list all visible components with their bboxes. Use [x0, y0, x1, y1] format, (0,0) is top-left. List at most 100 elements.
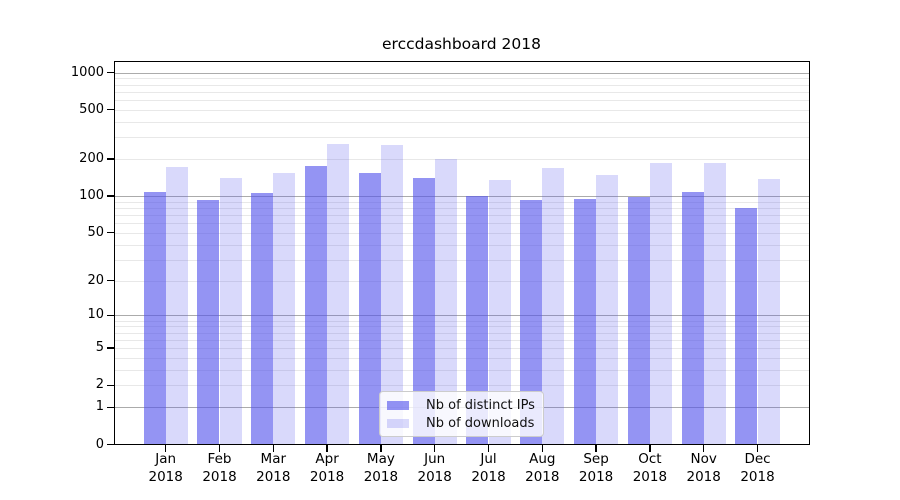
gridline-y-90: [113, 201, 810, 203]
legend-swatch-downloads: [387, 419, 409, 428]
y-tick-label-50: 50: [87, 224, 104, 240]
y-tick-label-1000: 1000: [70, 64, 104, 80]
x-tick-label-may: May 2018: [363, 451, 399, 485]
legend-label-downloads: Nb of downloads: [426, 416, 535, 431]
gridline-y-40: [113, 244, 810, 246]
gridline-y-300: [113, 137, 810, 139]
y-tick-label-0: 0: [95, 436, 104, 452]
gridline-y-100: [113, 196, 810, 197]
gridline-y-80: [113, 207, 810, 209]
legend: Nb of distinct IPs Nb of downloads: [379, 391, 544, 437]
x-tick-label-feb: Feb 2018: [202, 451, 237, 485]
gridline-y-50: [113, 232, 810, 234]
bar-downloads-may: [380, 144, 404, 445]
x-tick-mark-may: [380, 444, 382, 452]
x-tick-mark-apr: [326, 444, 328, 452]
y-tick-mark-200: [106, 158, 114, 160]
y-tick-mark-1: [106, 406, 114, 408]
gridline-y-8: [113, 326, 810, 328]
x-tick-label-sep: Sep 2018: [578, 451, 614, 485]
y-tick-label-500: 500: [79, 101, 104, 117]
x-tick-mark-aug: [541, 444, 543, 452]
gridline-y-800: [113, 84, 810, 86]
y-tick-mark-500: [106, 109, 114, 111]
gridline-y-500: [113, 109, 810, 111]
y-tick-label-1: 1: [95, 399, 104, 415]
y-tick-mark-20: [106, 279, 114, 282]
bar-downloads-mar: [273, 172, 296, 445]
bar-distinct-ips-jan: [143, 191, 166, 445]
bar-downloads-oct: [649, 162, 673, 445]
y-tick-label-2: 2: [95, 377, 104, 393]
x-tick-mark-jan: [165, 444, 167, 452]
gridline-y-10: [113, 315, 810, 317]
bar-downloads-apr: [327, 143, 350, 445]
bar-distinct-ips-nov: [681, 192, 704, 445]
bar-downloads-dec: [757, 178, 780, 445]
legend-label-distinct-ips: Nb of distinct IPs: [426, 398, 535, 413]
y-tick-mark-50: [106, 232, 114, 234]
y-tick-label-100: 100: [79, 188, 104, 203]
x-tick-mark-dec: [756, 444, 759, 452]
x-tick-label-oct: Oct 2018: [632, 451, 668, 485]
y-tick-mark-1000: [106, 71, 114, 74]
gridlines-layer: [113, 61, 810, 445]
x-tick-label-jan: Jan 2018: [148, 451, 183, 485]
x-tick-mark-mar: [272, 444, 274, 452]
bar-distinct-ips-mar: [251, 193, 274, 445]
y-tick-mark-5: [106, 347, 114, 349]
x-tick-mark-jun: [434, 444, 436, 452]
gridline-y-9: [113, 320, 810, 322]
x-tick-label-dec: Dec 2018: [740, 451, 775, 485]
x-tick-label-nov: Nov 2018: [686, 451, 721, 485]
bar-downloads-aug: [542, 167, 565, 445]
bar-distinct-ips-oct: [627, 197, 650, 445]
x-tick-label-jul: Jul 2018: [471, 451, 506, 485]
gridline-y-60: [113, 223, 810, 225]
bars-layer: [114, 61, 811, 445]
x-tick-mark-nov: [703, 444, 705, 452]
y-tick-label-20: 20: [87, 272, 104, 288]
bar-distinct-ips-aug: [520, 200, 543, 445]
legend-row-downloads: Nb of downloads: [387, 415, 535, 432]
bar-distinct-ips-jul: [466, 196, 489, 445]
y-tick-label-10: 10: [87, 307, 104, 323]
gridline-y-900: [113, 78, 810, 80]
gridline-y-6: [113, 339, 810, 341]
bar-downloads-jun: [434, 158, 457, 445]
gridline-y-70: [113, 215, 810, 216]
bar-distinct-ips-apr: [304, 166, 328, 445]
y-tick-mark-10: [106, 314, 114, 317]
bar-distinct-ips-jun: [412, 178, 435, 445]
x-tick-mark-oct: [649, 444, 651, 452]
y-tick-mark-2: [106, 384, 114, 386]
x-tick-mark-jul: [487, 444, 490, 452]
gridline-y-20: [113, 280, 810, 282]
gridline-y-700: [113, 91, 810, 93]
bar-distinct-ips-may: [358, 172, 381, 445]
y-tick-label-5: 5: [95, 340, 104, 355]
gridline-y-3: [113, 369, 810, 371]
x-tick-label-mar: Mar 2018: [256, 451, 291, 485]
bar-distinct-ips-sep: [573, 199, 597, 445]
y-tick-mark-0: [106, 443, 114, 446]
gridline-y-200: [113, 158, 810, 160]
bar-distinct-ips-feb: [197, 199, 220, 445]
x-tick-label-apr: Apr 2018: [309, 451, 345, 485]
bar-distinct-ips-dec: [735, 207, 758, 445]
bar-downloads-feb: [219, 177, 242, 445]
gridline-y-7: [113, 332, 810, 334]
gridline-y-600: [113, 100, 810, 101]
gridline-y-4: [113, 357, 810, 359]
chart-title: erccdashboard 2018: [382, 35, 541, 53]
gridline-y-2: [113, 385, 810, 387]
x-tick-label-jun: Jun 2018: [417, 451, 452, 485]
y-tick-label-200: 200: [79, 150, 104, 166]
y-tick-mark-100: [106, 195, 114, 197]
legend-swatch-distinct-ips: [387, 401, 409, 410]
x-tick-label-aug: Aug 2018: [525, 451, 560, 485]
bar-downloads-jan: [165, 167, 188, 445]
bar-downloads-jul: [488, 180, 511, 445]
gridline-y-400: [113, 121, 810, 123]
